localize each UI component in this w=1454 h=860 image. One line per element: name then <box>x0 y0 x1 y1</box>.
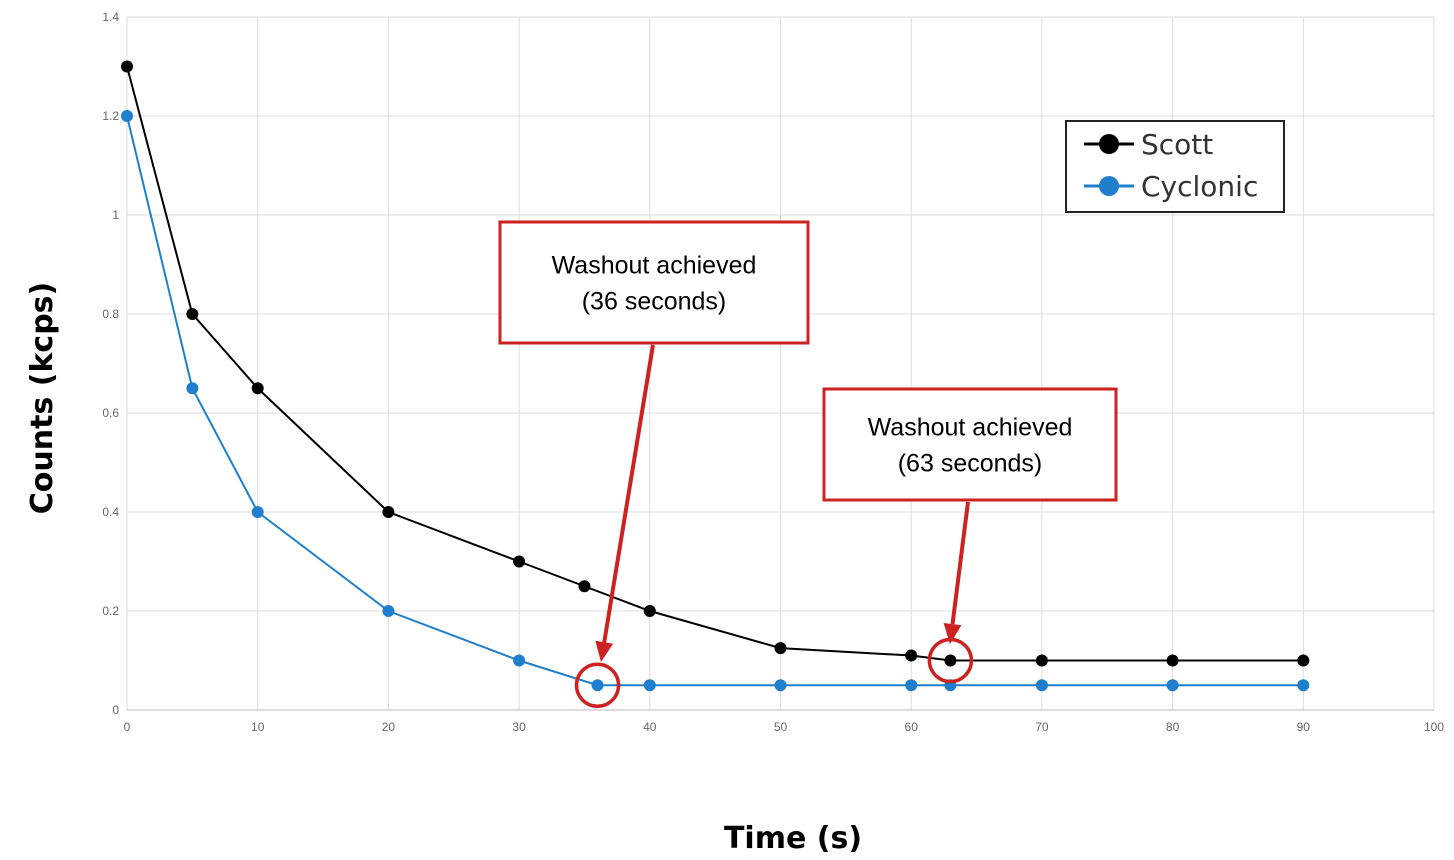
y-axis-title: Counts (kcps) <box>25 282 60 514</box>
legend-box <box>1065 120 1285 213</box>
legend-label-cyclonic: Cyclonic <box>1141 170 1258 203</box>
y-tick-label: 0.2 <box>102 604 119 618</box>
data-point-cyclonic <box>382 605 395 617</box>
y-tick-label: 0 <box>112 703 119 717</box>
y-tick-label: 1.2 <box>102 109 119 123</box>
data-point-scott <box>774 642 787 655</box>
x-tick-label: 30 <box>512 720 526 734</box>
data-point-cyclonic <box>591 679 604 692</box>
annotation-text-line2: (63 seconds) <box>898 450 1043 478</box>
annotation-arrowhead <box>943 623 962 644</box>
annotation-box <box>822 387 1118 502</box>
data-point-scott <box>121 60 133 73</box>
x-axis-ticks: 0 10 20 30 40 50 60 70 80 90 100 <box>124 720 1445 734</box>
x-tick-label: 90 <box>1297 720 1311 734</box>
x-tick-label: 40 <box>643 720 657 734</box>
x-tick-label: 20 <box>382 720 396 734</box>
data-point-scott <box>513 555 526 568</box>
annotation-1: Washout achieved (36 seconds) <box>498 220 810 708</box>
annotation-text-line2: (36 seconds) <box>582 288 727 316</box>
series-lines <box>121 60 1310 692</box>
grid-lines <box>126 16 1435 711</box>
annotation-box <box>498 220 810 345</box>
data-point-scott <box>1166 654 1179 667</box>
legend: Scott Cyclonic <box>1065 120 1285 213</box>
data-point-cyclonic <box>1297 679 1310 692</box>
legend-marker-cyclonic <box>1099 176 1119 196</box>
y-tick-label: 0.8 <box>102 307 119 321</box>
legend-marker-scott <box>1099 134 1119 154</box>
data-point-cyclonic <box>513 654 526 667</box>
data-point-scott <box>944 654 957 667</box>
data-point-cyclonic <box>1166 679 1179 692</box>
x-tick-label: 80 <box>1166 720 1180 734</box>
annotation-text-line1: Washout achieved <box>868 414 1073 442</box>
data-point-cyclonic <box>251 506 264 518</box>
annotation-highlight-circle <box>574 662 621 708</box>
x-tick-label: 60 <box>905 720 919 734</box>
y-tick-label: 0.4 <box>102 505 119 519</box>
y-axis-ticks: 0 0.2 0.4 0.6 0.8 1 1.2 1.4 <box>102 10 119 717</box>
annotation-arrow <box>602 344 655 643</box>
data-point-scott <box>1297 654 1310 667</box>
data-point-scott <box>643 605 656 617</box>
data-point-scott <box>251 382 264 395</box>
data-point-scott <box>382 506 395 518</box>
data-point-cyclonic <box>774 679 787 692</box>
annotation-2: Washout achieved (63 seconds) <box>822 387 1118 684</box>
data-point-cyclonic <box>121 110 133 122</box>
annotations: Washout achieved(36 seconds)Washout achi… <box>498 220 1118 708</box>
data-point-scott <box>1035 654 1048 667</box>
x-tick-label: 50 <box>774 720 788 734</box>
data-point-cyclonic <box>186 382 199 395</box>
x-tick-label: 0 <box>124 720 131 734</box>
legend-label-scott: Scott <box>1141 128 1213 161</box>
data-point-cyclonic <box>643 679 656 692</box>
data-point-scott <box>186 308 199 320</box>
x-axis-title: Time (s) <box>724 821 862 856</box>
x-tick-label: 10 <box>251 720 265 734</box>
data-point-cyclonic <box>905 679 918 692</box>
data-point-scott <box>905 649 918 662</box>
annotation-arrowhead <box>595 640 614 662</box>
data-point-cyclonic <box>1035 679 1048 692</box>
y-tick-label: 0.6 <box>102 406 119 420</box>
y-tick-label: 1.4 <box>102 10 119 24</box>
y-tick-label: 1 <box>112 208 119 222</box>
annotation-text-line1: Washout achieved <box>552 252 757 280</box>
x-tick-label: 100 <box>1424 720 1444 734</box>
x-tick-label: 70 <box>1035 720 1049 734</box>
annotation-highlight-circle <box>927 637 974 684</box>
annotation-arrow <box>950 501 970 625</box>
data-point-scott <box>578 580 591 593</box>
